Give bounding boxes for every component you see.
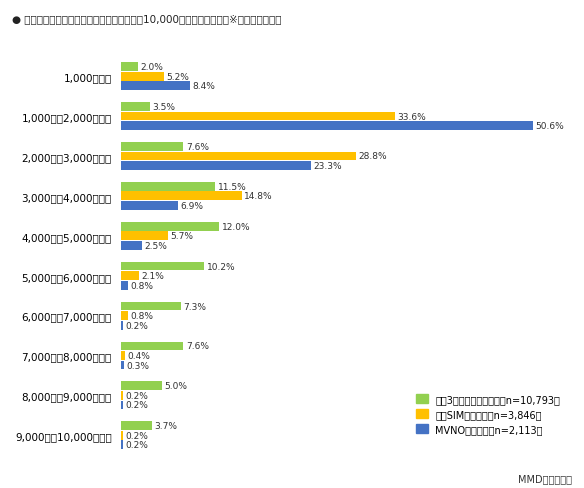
Bar — [121, 351, 125, 360]
Bar — [121, 262, 204, 271]
Bar — [121, 223, 219, 231]
Text: 0.3%: 0.3% — [126, 361, 150, 370]
Text: 0.2%: 0.2% — [126, 431, 148, 440]
Text: 3.7%: 3.7% — [154, 421, 177, 430]
Bar — [121, 183, 215, 191]
Text: 5.0%: 5.0% — [165, 382, 187, 390]
Text: 2.5%: 2.5% — [144, 242, 167, 250]
Bar — [121, 142, 183, 151]
Text: 33.6%: 33.6% — [397, 112, 426, 122]
Text: 3.5%: 3.5% — [152, 103, 175, 112]
Bar — [121, 73, 164, 81]
Bar — [121, 302, 181, 311]
Text: 6.9%: 6.9% — [180, 202, 203, 210]
Bar — [121, 321, 123, 330]
Bar — [121, 82, 190, 91]
Bar — [121, 401, 123, 409]
Text: 10.2%: 10.2% — [207, 262, 235, 271]
Text: 0.2%: 0.2% — [126, 321, 148, 330]
Text: 0.8%: 0.8% — [130, 281, 154, 290]
Bar — [121, 422, 152, 430]
Bar — [121, 63, 138, 72]
Text: 0.2%: 0.2% — [126, 391, 148, 400]
Text: 0.2%: 0.2% — [126, 441, 148, 449]
Bar — [121, 162, 311, 171]
Text: 50.6%: 50.6% — [536, 122, 564, 131]
Text: 7.6%: 7.6% — [186, 142, 208, 152]
Text: 14.8%: 14.8% — [244, 192, 273, 201]
Bar — [121, 152, 356, 161]
Legend: 大手3キャリアユーザー（n=10,793）, 格安SIMユーザー（n=3,846）, MVNOユーザー（n=2,113）: 大手3キャリアユーザー（n=10,793）, 格安SIMユーザー（n=3,846… — [412, 390, 564, 438]
Bar — [121, 272, 138, 281]
Text: 0.8%: 0.8% — [130, 311, 154, 321]
Text: 28.8%: 28.8% — [358, 152, 387, 161]
Bar — [121, 112, 395, 121]
Text: ● 通信会社に支払っている通信の月額料金（10,000円未満まで抜粋）※通信サービス別: ● 通信会社に支払っている通信の月額料金（10,000円未満まで抜粋）※通信サー… — [12, 15, 281, 24]
Bar — [121, 242, 142, 250]
Text: 12.0%: 12.0% — [221, 222, 250, 231]
Text: 23.3%: 23.3% — [314, 162, 342, 171]
Text: 7.6%: 7.6% — [186, 342, 208, 351]
Bar — [121, 342, 183, 350]
Text: 2.0%: 2.0% — [140, 63, 163, 72]
Bar — [121, 311, 128, 320]
Bar — [121, 232, 168, 241]
Bar — [121, 202, 178, 210]
Bar — [121, 391, 123, 400]
Text: 11.5%: 11.5% — [217, 183, 246, 191]
Text: 5.2%: 5.2% — [166, 73, 189, 81]
Bar — [121, 122, 533, 131]
Text: 5.7%: 5.7% — [171, 232, 193, 241]
Bar — [121, 281, 128, 290]
Text: MMD研究所調べ: MMD研究所調べ — [519, 473, 572, 483]
Text: 7.3%: 7.3% — [183, 302, 206, 311]
Bar — [121, 361, 124, 370]
Bar — [121, 431, 123, 440]
Bar — [121, 192, 242, 201]
Bar — [121, 382, 162, 390]
Bar — [121, 103, 150, 112]
Bar — [121, 441, 123, 449]
Text: 2.1%: 2.1% — [141, 272, 164, 281]
Text: 8.4%: 8.4% — [192, 82, 215, 91]
Text: 0.2%: 0.2% — [126, 401, 148, 409]
Text: 0.4%: 0.4% — [127, 351, 150, 360]
